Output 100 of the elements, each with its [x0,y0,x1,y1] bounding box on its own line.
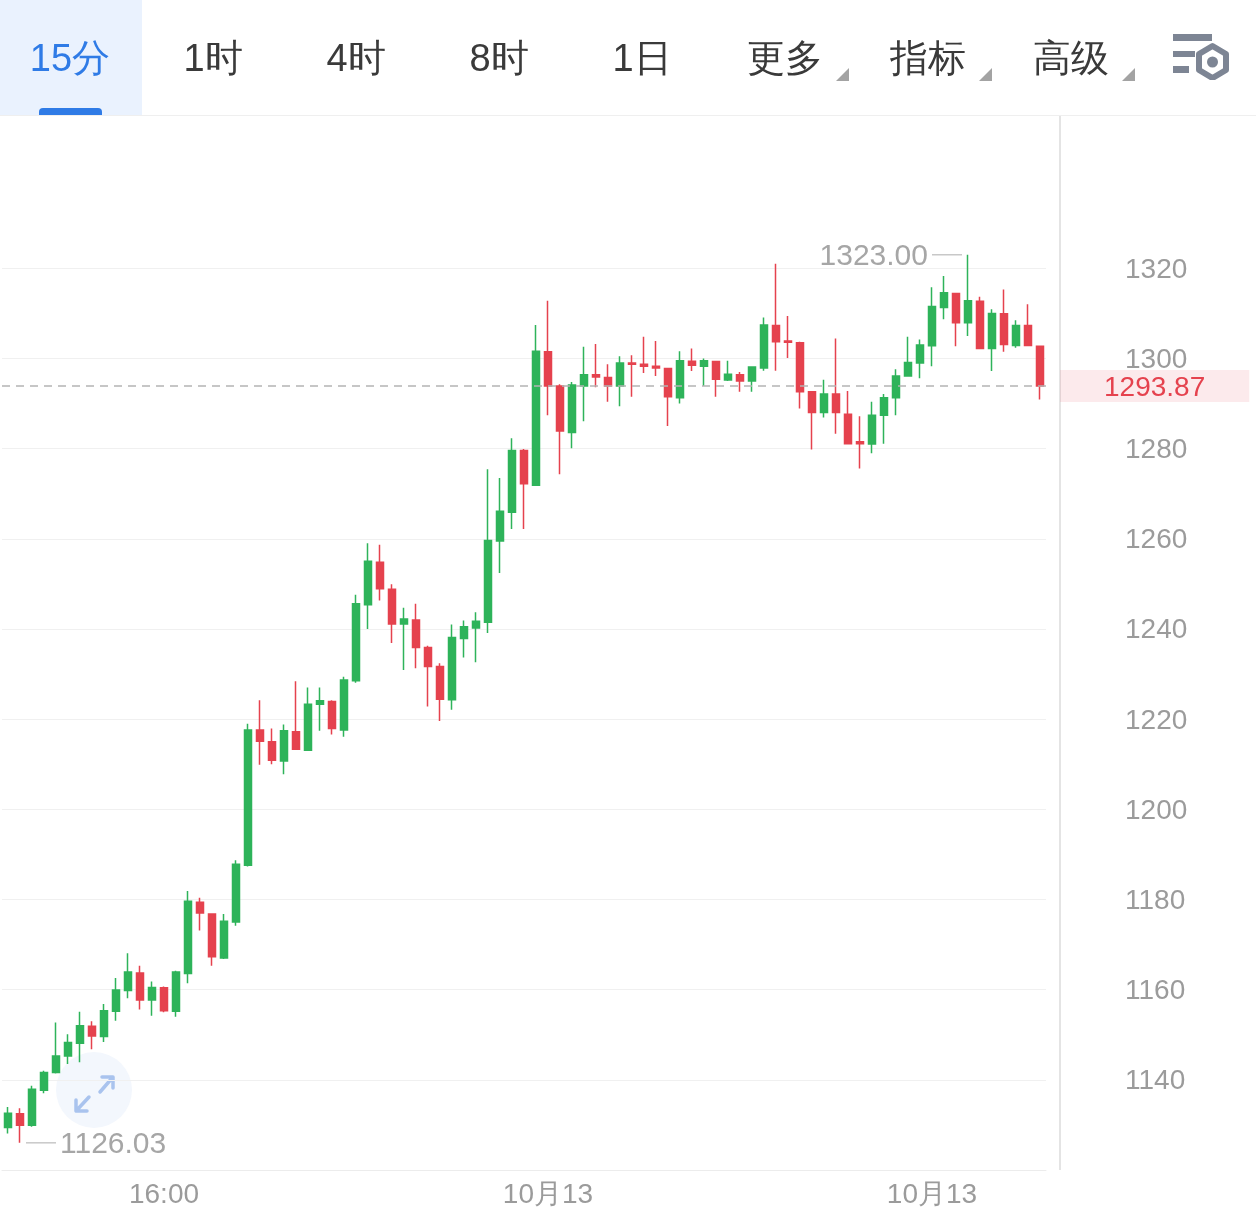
text: 8时 [468,36,530,80]
candlestick [747,366,757,393]
candlestick [663,367,673,427]
y-tick-label: 1200 [1125,793,1188,825]
candlestick [291,680,301,751]
candlestick [951,292,961,348]
candlestick [171,969,181,1018]
candlestick [243,722,253,868]
candlestick [99,1003,109,1043]
text: 高级 [1032,36,1110,80]
text: 指标 [889,36,967,80]
candlestick [339,676,349,738]
candlestick [471,611,481,664]
candlestick [147,980,157,1017]
candlestick [843,390,853,445]
candlestick [399,607,409,671]
candlestick [939,275,949,320]
candlestick [387,583,397,644]
candlestick [723,359,733,382]
candlestick [363,542,373,630]
candlestick [855,415,865,470]
y-tick-label: 1140 [1125,1064,1186,1096]
x-tick-label: 16:00 [128,1177,200,1209]
candlestick [879,393,889,445]
candlestick [87,1020,97,1050]
candlestick [819,378,829,419]
text: 15分 [28,36,112,80]
candlestick [375,543,385,602]
candlestick [303,686,313,752]
candlestick [783,315,793,359]
candlestick [699,357,709,387]
candlestick [867,400,877,454]
candlestick [315,686,325,732]
candlestick [999,288,1009,353]
y-tick-label: 1180 [1125,883,1186,915]
candlestick [435,662,445,722]
candlestick [123,952,133,999]
y-tick-label: 1280 [1125,433,1188,465]
candlestick [267,727,277,765]
candlestick [579,345,589,422]
candlestick [1035,344,1045,401]
candlestick [207,913,217,967]
y-tick-label: 1240 [1125,613,1188,645]
candlestick [903,336,913,377]
candlestick [447,623,457,711]
text: 1日 [611,36,673,80]
candlestick [675,350,685,405]
candlestick [771,263,781,372]
candlestick [411,602,421,669]
candlestick [891,368,901,417]
candlestick [963,254,973,337]
y-tick-label: 1160 [1125,974,1186,1006]
x-tick-label: 10月13 [886,1177,978,1209]
candlestick [279,723,289,775]
candlestick [975,295,985,350]
candlestick [327,699,337,736]
candlestick [3,1106,13,1135]
candlestick [483,468,493,634]
candlestick [639,336,649,374]
candlestick [351,593,361,684]
annotation: 1126.03 [60,1126,167,1160]
candlestick [51,1021,61,1075]
candlestick [135,965,145,1011]
candlestick [159,985,169,1013]
candlestick [615,355,625,407]
candlestick [915,338,925,380]
candlestick [75,1011,85,1063]
x-tick-label: 10月13 [502,1177,594,1209]
text: 4时 [325,36,387,80]
candlestick [543,300,553,417]
candlestick [195,896,205,932]
candlestick [651,340,661,377]
candlestick [423,644,433,708]
candlestick [111,977,121,1022]
candlestick [39,1070,49,1095]
candlestick [15,1107,25,1144]
candlestick [507,437,517,530]
candlestick [555,383,565,476]
candlestick [219,913,229,960]
candlestick [459,619,469,659]
candlestick [831,337,841,435]
candlestick [519,448,529,530]
candlestick [1023,303,1033,348]
candlestick [495,477,505,574]
candlestick [759,316,769,372]
candlestick [531,324,541,486]
candlestick [987,308,997,372]
y-tick-label: 1320 [1125,252,1188,284]
candlestick [567,381,577,449]
candlestick [795,341,805,410]
candlestick [183,890,193,985]
candlestick [27,1084,37,1128]
candlestick [735,371,745,393]
candlestick [927,286,937,367]
candlestick [1011,319,1021,349]
candlestick [627,354,637,398]
y-tick-label: 1260 [1125,523,1188,555]
candlestick [711,360,721,398]
candlestick [687,347,697,372]
annotation: 1323.00 [819,238,928,272]
